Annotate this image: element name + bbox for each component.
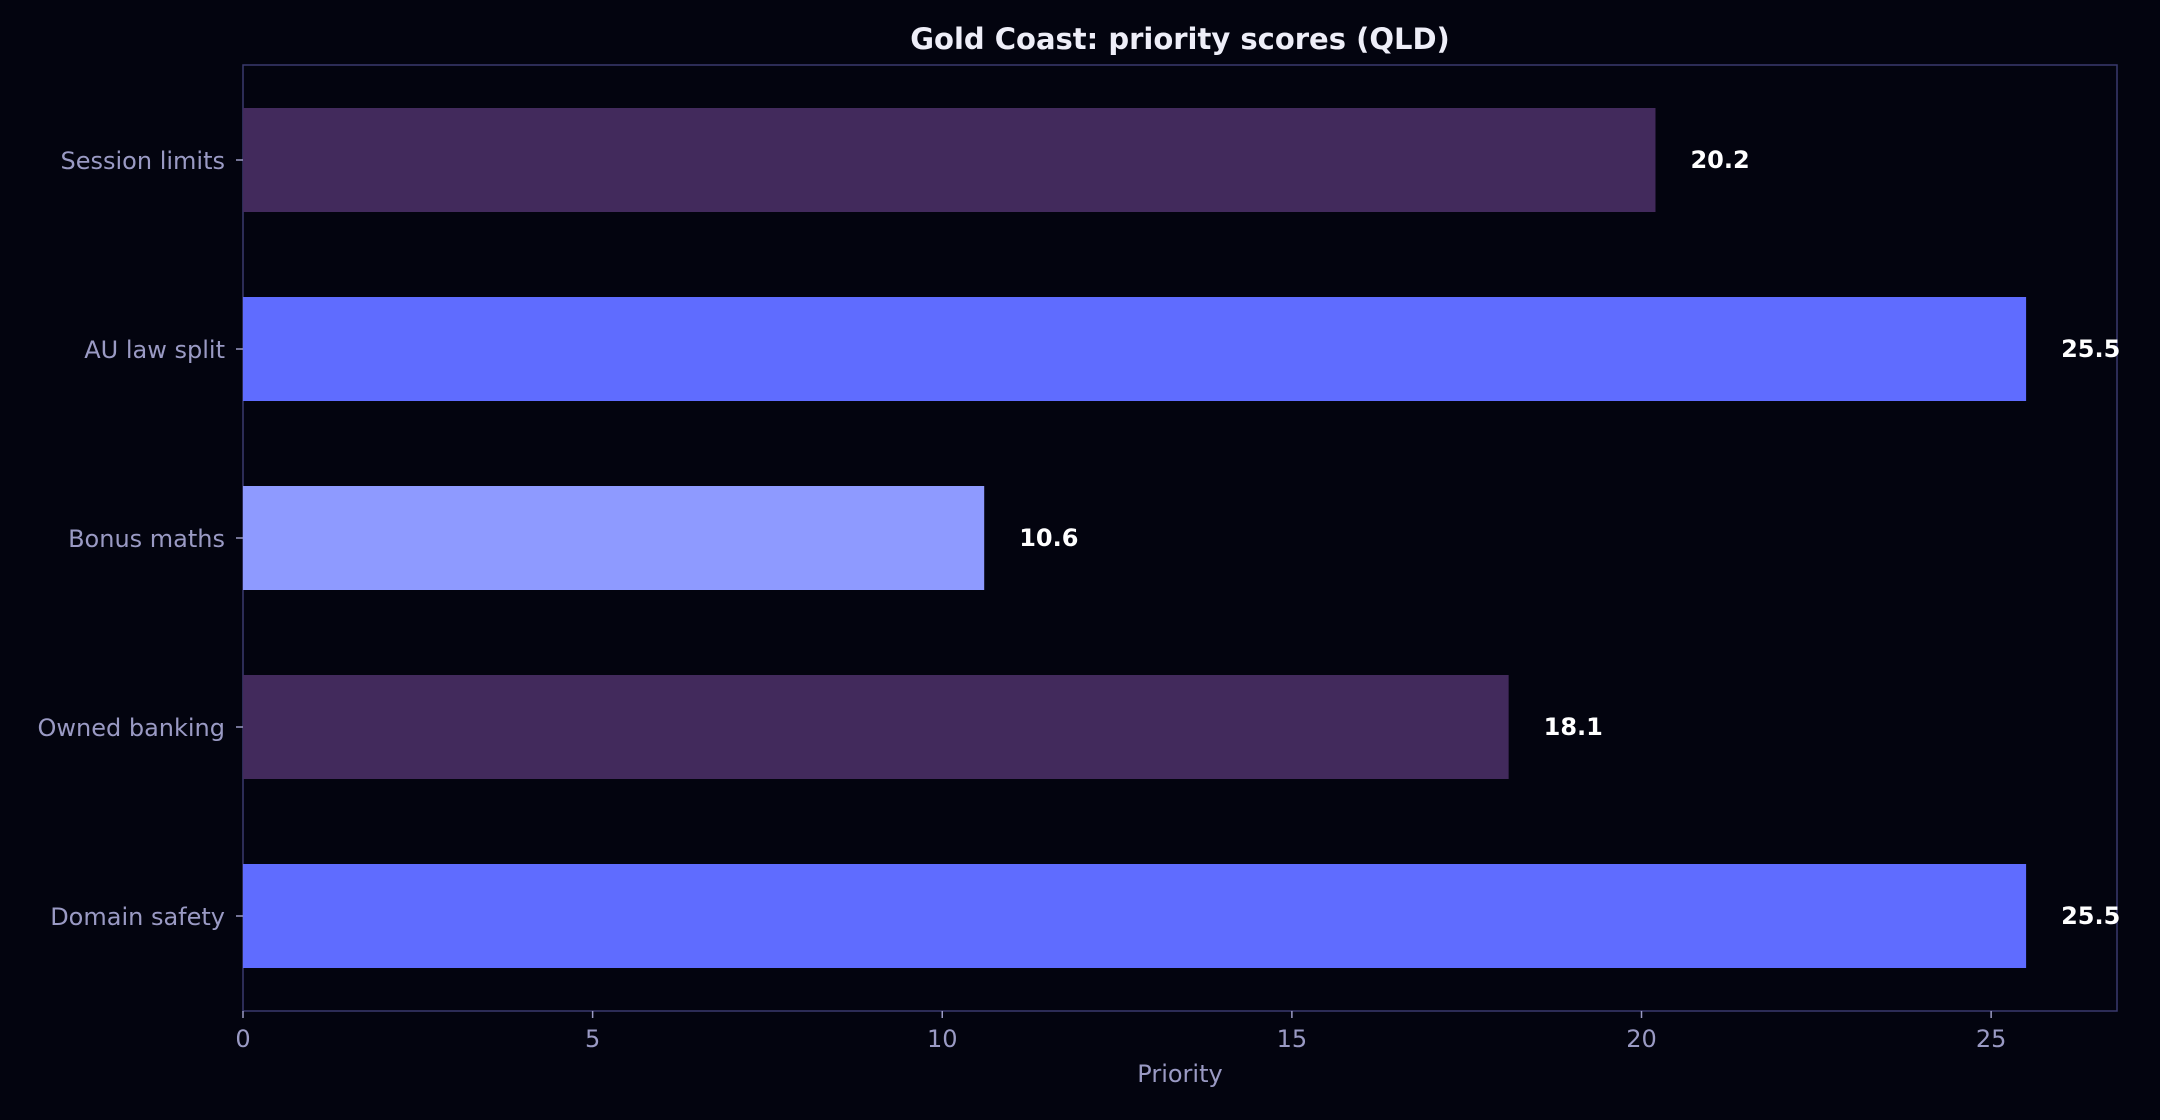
category-label: Owned banking [37, 714, 225, 742]
x-axis-label: Priority [1137, 1060, 1222, 1088]
bars-layer: 20.2 25.5 10.6 18.1 25.5 [243, 108, 2120, 968]
category-label: AU law split [84, 336, 225, 364]
category-labels: Session limits AU law split Bonus maths Own… [37, 147, 243, 931]
x-tick-label: 15 [1277, 1025, 1308, 1053]
bar [243, 297, 2027, 401]
x-axis-ticks: 0 5 10 15 20 25 [235, 1011, 2006, 1053]
bar-value-label: 10.6 [1019, 524, 1078, 552]
bar [243, 675, 1509, 779]
x-tick-label: 0 [235, 1025, 250, 1053]
bar-value-label: 25.5 [2061, 335, 2120, 363]
bar [243, 864, 2027, 968]
bar [243, 486, 985, 590]
bar [243, 108, 1656, 212]
category-label: Bonus maths [68, 525, 225, 553]
category-label: Domain safety [50, 903, 225, 931]
x-tick-label: 20 [1626, 1025, 1657, 1053]
x-tick-label: 25 [1976, 1025, 2007, 1053]
category-label: Session limits [61, 147, 226, 175]
bar-value-label: 18.1 [1544, 713, 1603, 741]
x-tick-label: 10 [927, 1025, 958, 1053]
chart-title: Gold Coast: priority scores (QLD) [910, 22, 1450, 56]
bar-value-label: 25.5 [2061, 902, 2120, 930]
bar-value-label: 20.2 [1690, 146, 1749, 174]
x-tick-label: 5 [585, 1025, 600, 1053]
